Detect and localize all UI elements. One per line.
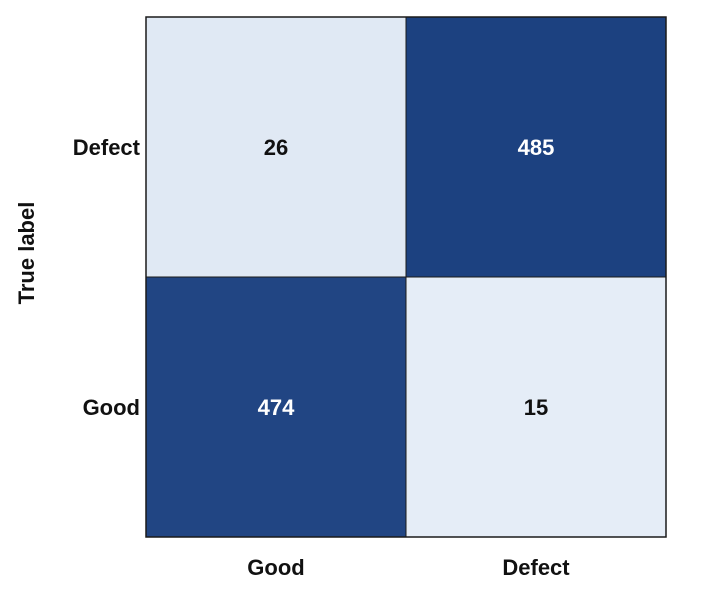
- cell-value-label: 26: [264, 135, 288, 160]
- cell-value-label: 485: [518, 135, 555, 160]
- x-tick-label: Defect: [502, 555, 570, 580]
- y-tick-label: Good: [83, 395, 140, 420]
- matrix-frame: [145, 16, 667, 538]
- x-tick-labels: Good Defect: [247, 555, 570, 580]
- y-tick-labels: Defect Good: [73, 135, 141, 420]
- matrix-cells: 26 485 474 15: [145, 16, 667, 538]
- cell-value-label: 15: [524, 395, 548, 420]
- matrix-cell: [405, 276, 667, 538]
- x-tick-label: Good: [247, 555, 304, 580]
- cell-value-label: 474: [258, 395, 295, 420]
- matrix-cell: [145, 276, 407, 538]
- y-axis-label: True label: [14, 202, 39, 305]
- matrix-cell: [405, 16, 667, 278]
- y-tick-label: Defect: [73, 135, 141, 160]
- matrix-cell: [145, 16, 407, 278]
